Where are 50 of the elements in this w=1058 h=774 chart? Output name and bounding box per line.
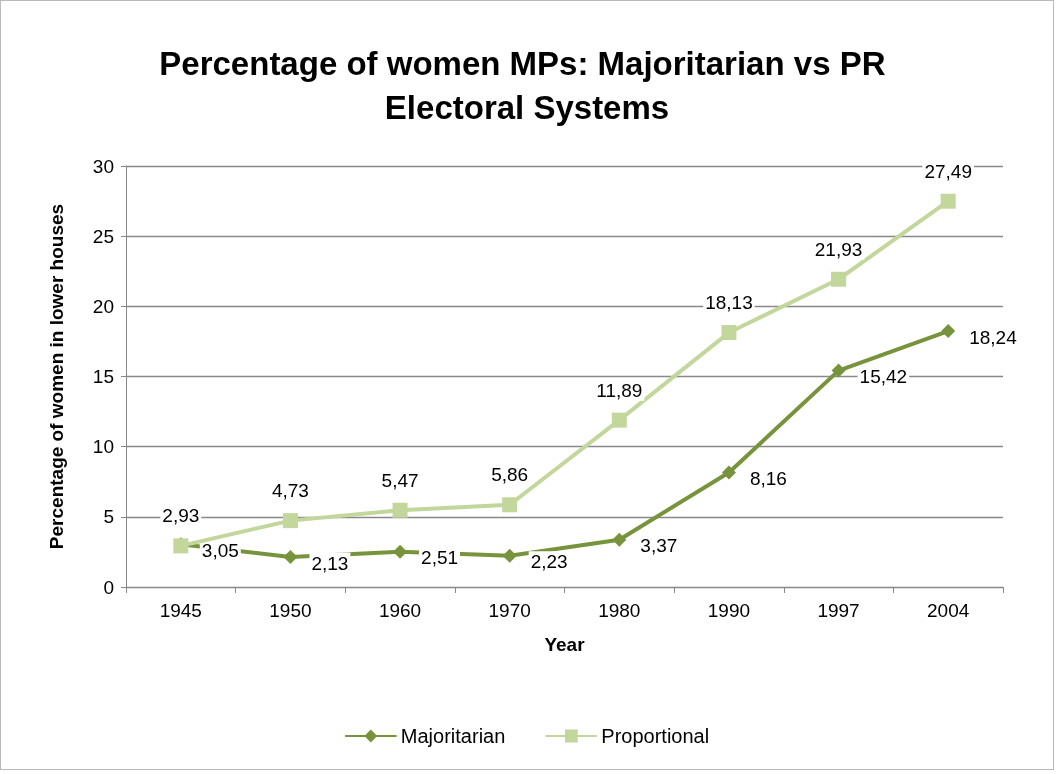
point (282, 513, 298, 529)
point (283, 550, 298, 565)
data-label: 2,13 (311, 552, 349, 574)
x-tick-label: 1960 (378, 600, 422, 621)
x-tick-label: 1990 (707, 600, 751, 621)
y-tick-label: 25 (92, 225, 114, 247)
point (502, 548, 517, 563)
point (392, 502, 408, 518)
y-axis-title: Percentage of women in lower houses (46, 203, 67, 550)
point (721, 325, 737, 341)
point (611, 412, 627, 428)
point (612, 532, 627, 547)
data-label: 8,16 (749, 467, 787, 489)
x-tick-label: 2004 (927, 600, 970, 621)
chart-title: Percentage of women MPs: Majoritarian vs PR Electoral Systems (159, 44, 895, 126)
legend-label: Majoritarian (400, 725, 506, 747)
y-tick-label: 15 (92, 366, 114, 387)
point (940, 193, 956, 209)
data-label: 4,73 (271, 480, 309, 502)
y-tick-label: 5 (103, 506, 114, 528)
y-tick-label: 30 (92, 155, 114, 177)
data-label: 2,93 (162, 505, 200, 527)
data-label: 3,05 (201, 539, 239, 561)
y-tick-label: 0 (103, 576, 114, 598)
y-tick-label: 20 (92, 295, 114, 317)
data-label: 3,37 (640, 535, 678, 557)
data-label: 27,49 (924, 160, 972, 182)
data-label: 2,51 (421, 547, 459, 569)
x-tick-label: 1945 (159, 600, 202, 621)
legend-label: Proportional (601, 725, 710, 747)
y-tick-label: 10 (92, 436, 114, 458)
x-tick-label: 1970 (488, 600, 531, 621)
point (831, 271, 847, 287)
point (502, 497, 518, 513)
data-label: 2,23 (530, 551, 568, 573)
point (393, 544, 408, 559)
x-axis-title: Year (544, 634, 586, 655)
data-label: 11,89 (596, 379, 643, 401)
point (721, 465, 736, 480)
x-tick-label: 1980 (598, 600, 641, 621)
point (831, 363, 846, 378)
data-label: 21,93 (814, 238, 863, 260)
data-label: 15,42 (859, 366, 908, 388)
point (941, 324, 956, 339)
data-label: 5,86 (491, 464, 529, 486)
x-tick-label: 1950 (269, 600, 312, 621)
data-label: 18,24 (969, 326, 1018, 348)
data-label: 18,13 (705, 292, 753, 314)
x-tick-label: 1997 (817, 600, 860, 621)
data-label: 5,47 (381, 469, 419, 491)
